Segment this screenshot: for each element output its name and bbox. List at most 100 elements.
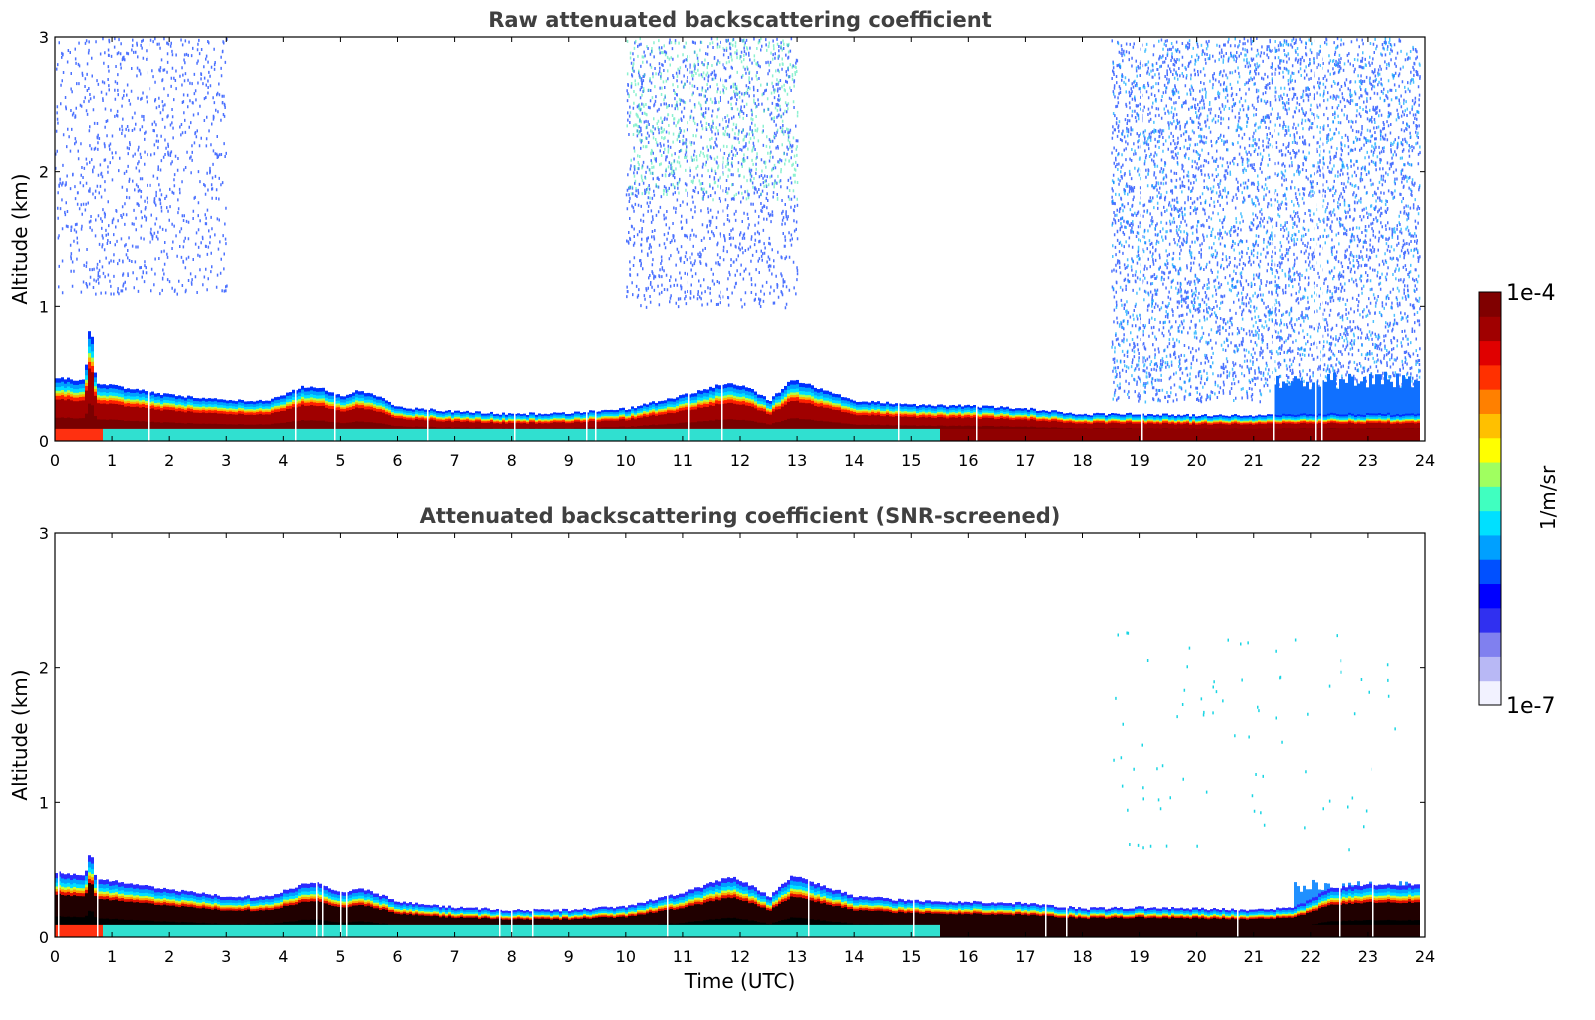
backscatter-column	[394, 901, 397, 937]
backscatter-column	[85, 870, 88, 937]
backscatter-column	[862, 401, 865, 441]
backscatter-column	[940, 404, 943, 441]
backscatter-column	[550, 413, 553, 441]
backscatter-column	[904, 403, 907, 441]
backscatter-column	[1126, 908, 1129, 937]
backscatter-column	[172, 889, 175, 937]
backscatter-column	[952, 902, 955, 937]
backscatter-column	[391, 899, 394, 937]
backscatter-column	[1021, 903, 1024, 937]
backscatter-column	[61, 873, 64, 937]
y-axis-label: Altitude (km)	[8, 173, 32, 304]
backscatter-column	[619, 408, 622, 441]
backscatter-column	[601, 410, 604, 441]
backscatter-column	[211, 895, 214, 937]
backscatter-column	[505, 910, 508, 937]
backscatter-column	[604, 906, 607, 937]
backscatter-column	[1180, 415, 1183, 441]
backscatter-column	[1090, 907, 1093, 937]
backscatter-column	[775, 393, 778, 441]
backscatter-column	[784, 385, 787, 441]
backscatter-column	[1036, 904, 1039, 937]
backscatter-column	[802, 878, 805, 937]
backscatter-column	[1105, 415, 1108, 441]
backscatter-column	[445, 410, 448, 441]
backscatter-column	[265, 895, 268, 937]
backscatter-column	[94, 372, 97, 441]
backscatter-column	[787, 381, 790, 441]
backscatter-column	[307, 883, 310, 937]
backscatter-column	[1063, 413, 1066, 441]
backscatter-column	[208, 894, 211, 937]
backscatter-column	[1105, 909, 1108, 937]
backscatter-column	[325, 886, 328, 937]
backscatter-column	[745, 387, 748, 441]
backscatter-column	[64, 874, 67, 937]
x-tick-label: 21	[1244, 451, 1264, 470]
backscatter-column	[160, 888, 163, 937]
colorbar-swatch	[1479, 462, 1501, 487]
backscatter-column	[622, 905, 625, 937]
x-tick-label: 12	[730, 451, 750, 470]
backscatter-column	[1405, 379, 1408, 441]
backscatter-column	[1060, 411, 1063, 441]
backscatter-column	[325, 390, 328, 441]
backscatter-column	[676, 895, 679, 937]
colorbar-unit-label: 1/m/sr	[1536, 465, 1560, 530]
backscatter-column	[1213, 415, 1216, 441]
colorbar-swatch	[1479, 389, 1501, 414]
backscatter-column	[442, 905, 445, 937]
backscatter-column	[1324, 381, 1327, 441]
backscatter-column	[640, 405, 643, 441]
backscatter-column	[643, 403, 646, 441]
backscatter-column	[415, 407, 418, 441]
backscatter-column	[424, 904, 427, 937]
backscatter-column	[1018, 408, 1021, 441]
backscatter-column	[703, 389, 706, 441]
backscatter-column	[1261, 415, 1264, 441]
backscatter-column	[535, 414, 538, 441]
backscatter-column	[409, 408, 412, 441]
backscatter-column	[148, 885, 151, 937]
backscatter-column	[142, 389, 145, 441]
backscatter-column	[982, 903, 985, 937]
backscatter-column	[1330, 887, 1333, 937]
y-tick-label: 0	[39, 432, 49, 451]
x-tick-label: 18	[1072, 451, 1092, 470]
backscatter-column	[1390, 884, 1393, 937]
backscatter-column	[1000, 406, 1003, 441]
backscatter-column	[1198, 909, 1201, 937]
backscatter-column	[988, 405, 991, 441]
backscatter-column	[976, 37, 979, 441]
backscatter-column	[793, 876, 796, 937]
backscatter-column	[748, 387, 751, 441]
backscatter-column	[679, 893, 682, 937]
backscatter-column	[742, 385, 745, 441]
backscatter-column	[304, 387, 307, 441]
backscatter-column	[1135, 414, 1138, 441]
backscatter-column	[778, 886, 781, 937]
heatmap-plot-area	[55, 37, 1421, 441]
x-tick-label: 8	[507, 947, 517, 966]
backscatter-column	[403, 901, 406, 937]
backscatter-column	[1153, 907, 1156, 937]
backscatter-column	[568, 911, 571, 937]
backscatter-column	[799, 876, 802, 937]
x-tick-label: 20	[1186, 947, 1206, 966]
x-tick-label: 19	[1129, 451, 1149, 470]
x-tick-label: 23	[1358, 947, 1378, 966]
backscatter-column	[649, 899, 652, 937]
cloud-speckle-region	[1111, 37, 1421, 404]
backscatter-column	[205, 398, 208, 441]
backscatter-column	[1042, 410, 1045, 441]
backscatter-column	[553, 412, 556, 441]
backscatter-column	[847, 894, 850, 937]
backscatter-column	[643, 903, 646, 937]
backscatter-column	[1300, 891, 1303, 937]
backscatter-column	[1219, 414, 1222, 441]
backscatter-column	[892, 900, 895, 937]
backscatter-column	[1306, 889, 1309, 937]
backscatter-column	[445, 907, 448, 937]
backscatter-column	[1123, 414, 1126, 441]
backscatter-column	[313, 883, 316, 937]
